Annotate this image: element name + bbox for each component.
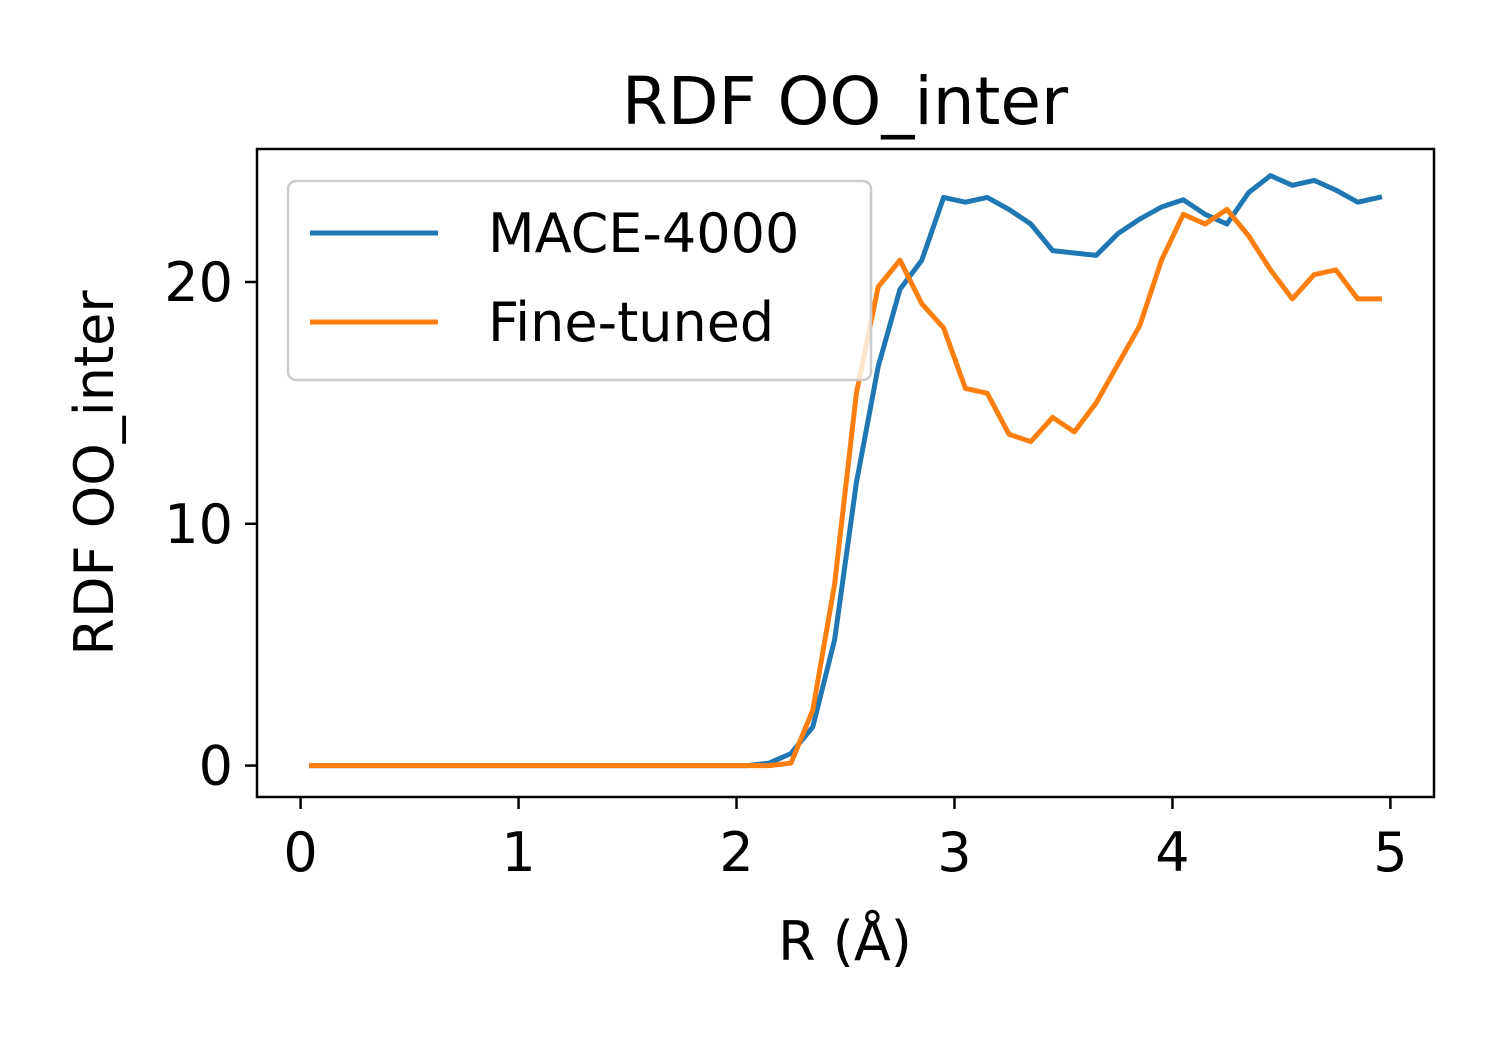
y-axis-label: RDF OO_inter — [63, 290, 126, 656]
axes-frame — [255, 147, 1436, 799]
legend-label-fine-tuned: Fine-tuned — [488, 291, 774, 354]
y-tick-label: 0 — [199, 735, 233, 798]
series-line-fine-tuned — [309, 206, 1382, 769]
x-tick-label: 0 — [283, 821, 317, 884]
x-axis-label: R (Å) — [778, 909, 912, 973]
y-tick-label: 20 — [164, 251, 233, 314]
x-tick-label: 1 — [501, 821, 535, 884]
legend-entries: MACE-4000 Fine-tuned — [310, 202, 799, 354]
x-tick-label: 3 — [937, 821, 971, 884]
legend: MACE-4000 Fine-tuned — [286, 179, 873, 382]
series-layer — [309, 173, 1383, 769]
x-axis-ticks: 0 1 2 3 4 5 — [283, 797, 1408, 884]
x-tick-label: 5 — [1373, 821, 1407, 884]
x-tick-label: 4 — [1155, 821, 1189, 884]
y-tick-label: 10 — [164, 493, 233, 556]
y-axis-ticks: 0 10 20 — [164, 251, 257, 798]
chart-title: RDF OO_inter — [622, 63, 1069, 140]
x-tick-label: 2 — [719, 821, 753, 884]
legend-label-mace-4000: MACE-4000 — [488, 202, 799, 265]
